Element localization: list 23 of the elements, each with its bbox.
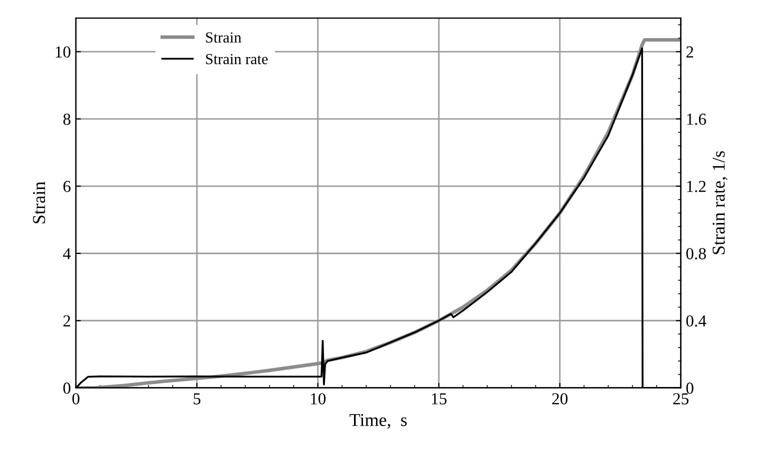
y2-axis-title: Strain rate, 1/s [712, 151, 728, 254]
y2-tick-label: 0 [686, 382, 694, 394]
y-axis-title: Strain [33, 182, 46, 224]
y-tick-label: 4 [63, 248, 71, 260]
y-tick-label: 2 [63, 315, 70, 326]
x-tick-label: 15 [432, 393, 447, 404]
y-tick-label: 6 [63, 180, 71, 192]
x-tick-label: 10 [311, 393, 326, 404]
y-tick-label: 10 [56, 46, 70, 58]
y2-tick-label: 0.4 [686, 315, 706, 327]
x-tick-label: 0 [72, 393, 80, 404]
x-tick-label: 25 [673, 393, 689, 404]
x-tick-label: 5 [194, 393, 200, 404]
y-tick-label: 0 [63, 382, 70, 394]
legend-label: Strain [206, 32, 242, 43]
y2-tick-label: 2 [686, 46, 694, 58]
y2-tick-label: 1.2 [687, 180, 706, 192]
y2-tick-label: 1.6 [687, 114, 706, 125]
x-axis-title: Time, s [350, 414, 407, 429]
x-tick-label: 20 [552, 393, 568, 404]
y2-tick-label: 0.8 [686, 248, 706, 260]
y-tick-label: 8 [63, 114, 70, 125]
legend-label: Strain rate [206, 54, 268, 64]
